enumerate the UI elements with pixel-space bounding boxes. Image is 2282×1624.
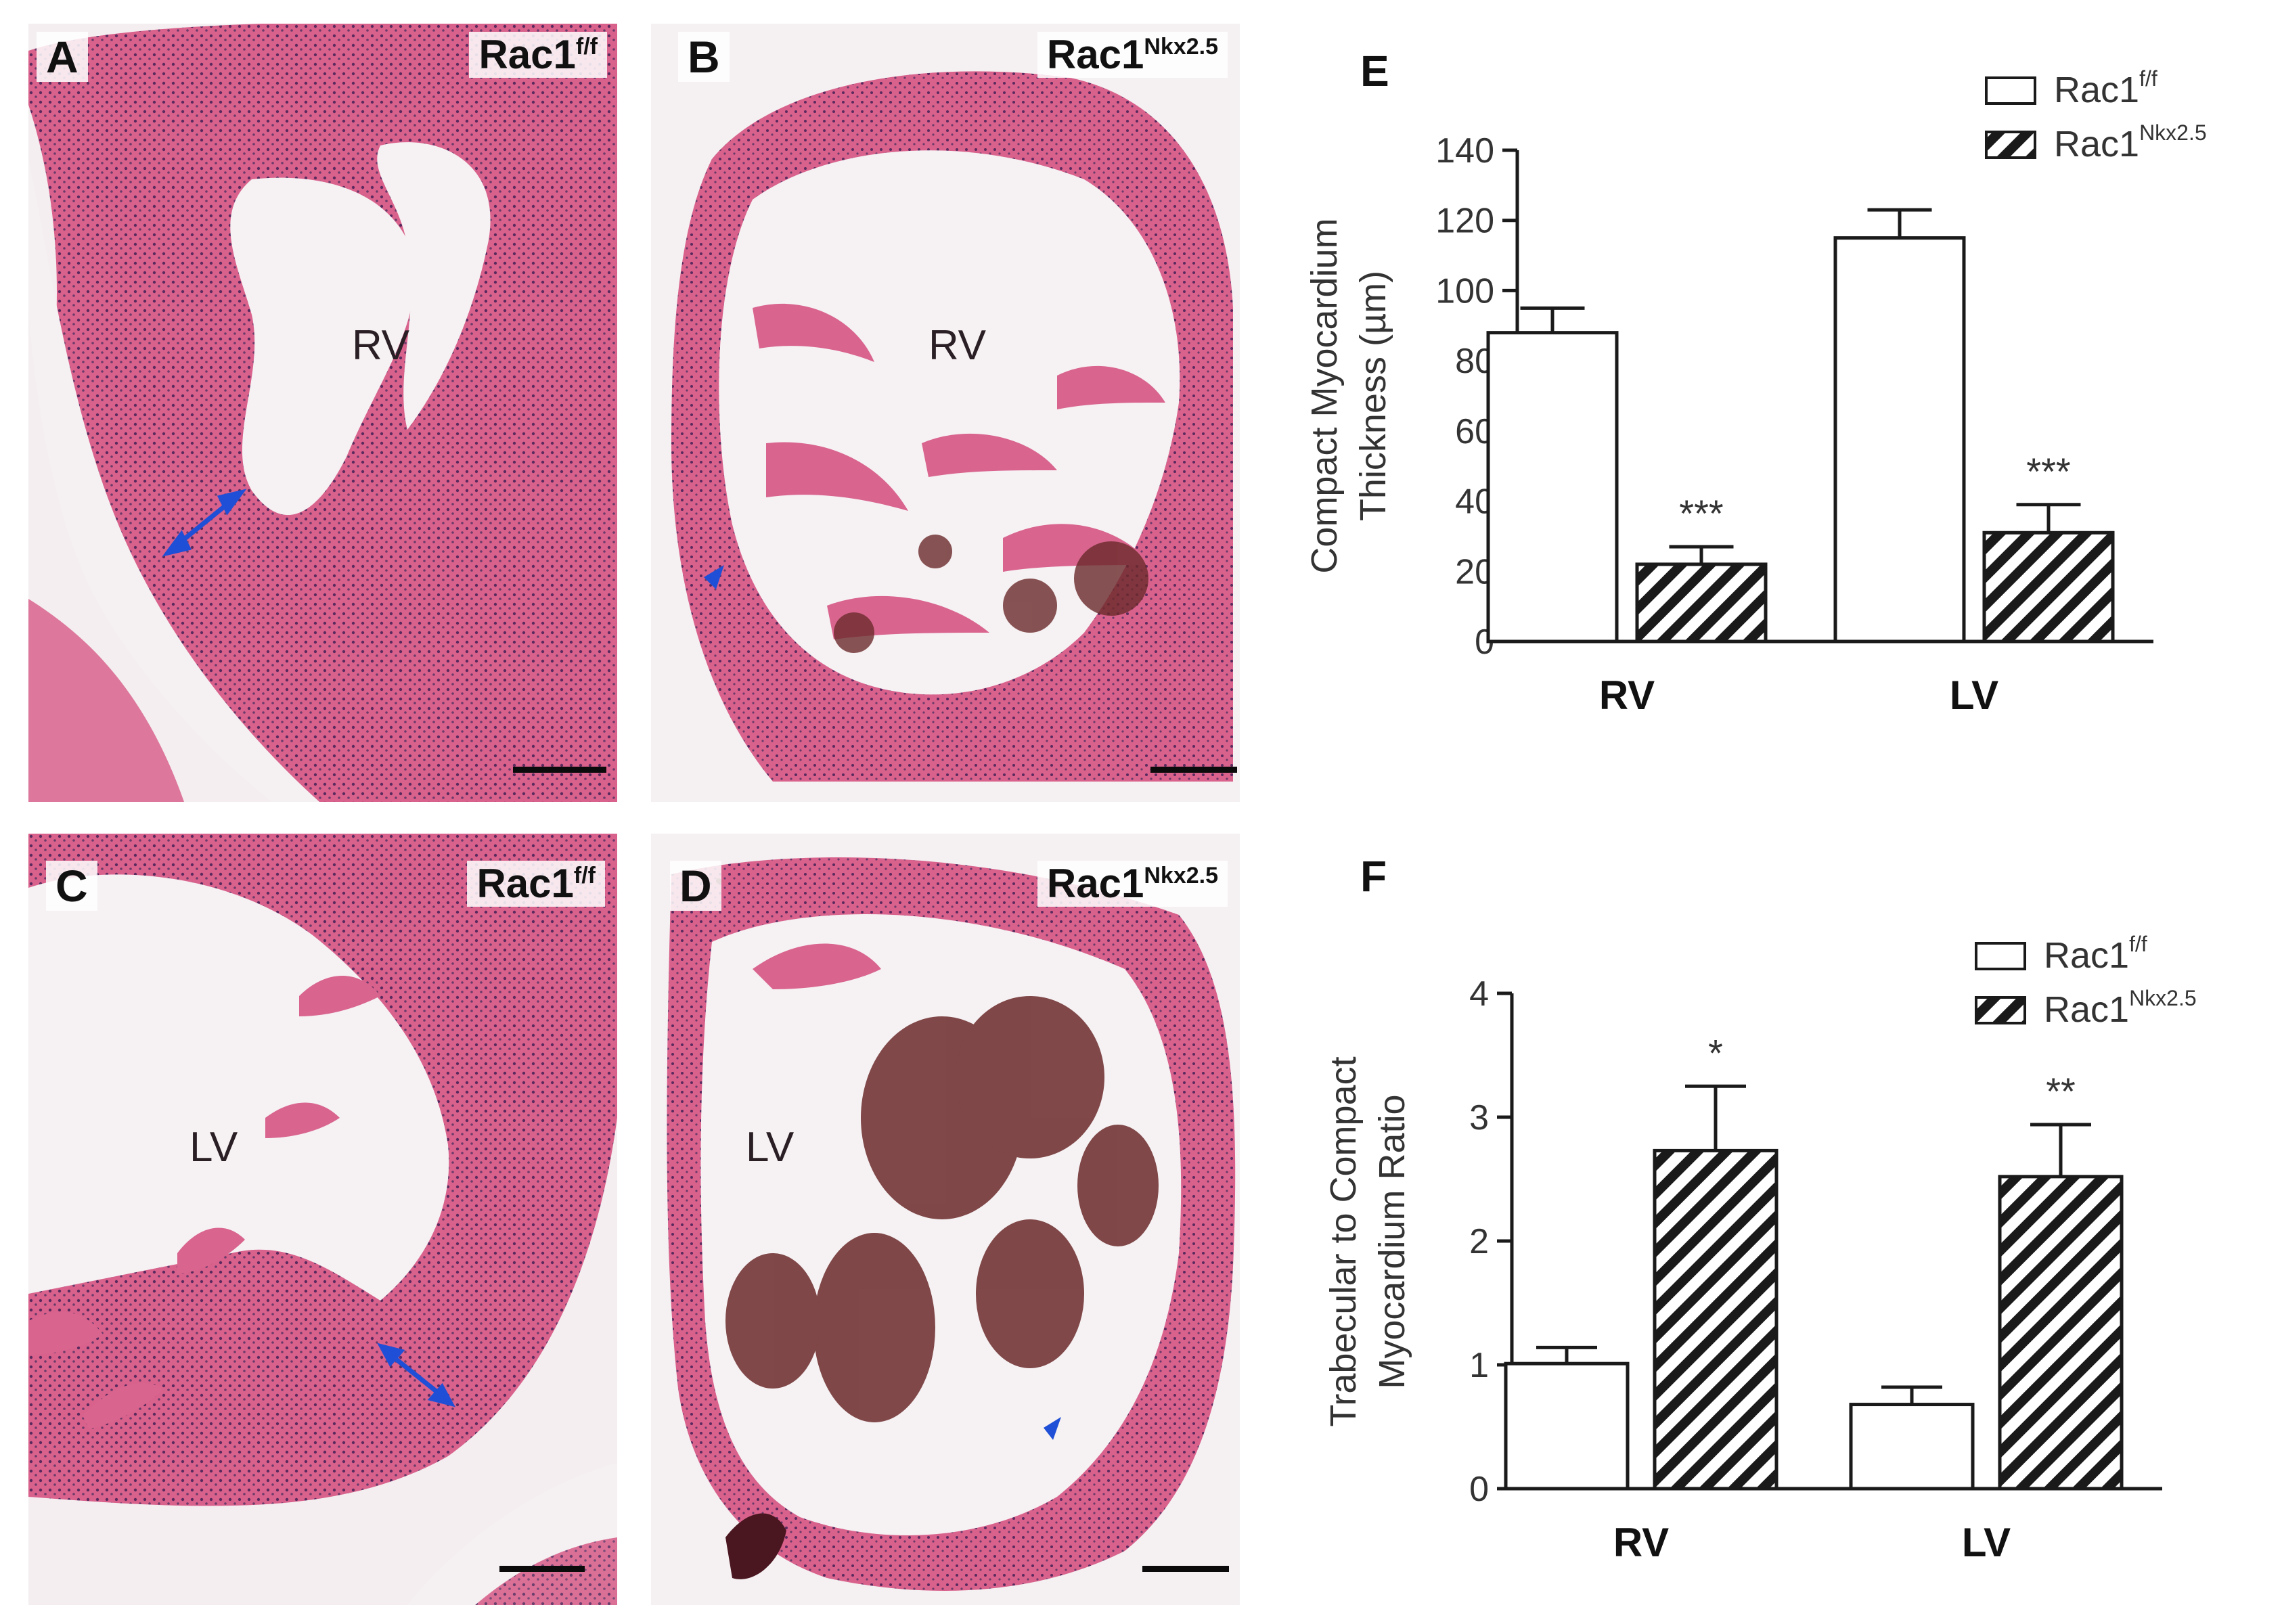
legend-swatch (1975, 996, 2026, 1024)
chamber-label-rv: RV (929, 322, 987, 369)
legend-swatch (1975, 942, 2026, 970)
legend-label: Rac1Nkx2.5 (2054, 120, 2207, 164)
y-tick-label: 0 (1469, 1470, 1489, 1509)
x-category-label: LV (1950, 673, 1998, 718)
scale-bar (1150, 767, 1237, 773)
scale-bar (499, 1566, 585, 1572)
he-stained-tissue-image (651, 24, 1240, 802)
legend-label: Rac1f/f (2044, 932, 2147, 976)
he-stained-tissue-image (651, 834, 1240, 1605)
significance-label: *** (2026, 450, 2070, 493)
y-tick-label: 120 (1435, 202, 1494, 241)
he-stained-tissue-image (28, 24, 617, 802)
y-axis-label: Compact Myocardium (1304, 218, 1345, 573)
significance-label: *** (1679, 492, 1723, 535)
x-category-label: RV (1613, 1520, 1669, 1565)
y-tick-label: 100 (1435, 271, 1494, 311)
bar (1982, 531, 2115, 644)
y-tick-label: 1 (1469, 1346, 1489, 1385)
bar (1635, 562, 1768, 644)
bar (1486, 331, 1619, 644)
y-tick-label: 3 (1469, 1098, 1489, 1137)
genotype-label-c: Rac1f/f (467, 861, 605, 907)
bar (1849, 1403, 1975, 1491)
micrograph-panel-a: A Rac1f/f RV (28, 24, 617, 802)
y-axis-label: Myocardium Ratio (1372, 1094, 1412, 1389)
chamber-label-lv: LV (189, 1124, 238, 1171)
micrograph-panel-d: D Rac1Nkx2.5 LV (651, 834, 1240, 1605)
legend-swatch (1985, 76, 2036, 105)
x-category-label: RV (1599, 673, 1655, 718)
x-category-label: LV (1962, 1520, 2011, 1565)
bar (1998, 1175, 2124, 1491)
panel-letter-d: D (670, 861, 721, 911)
genotype-label-d: Rac1Nkx2.5 (1037, 861, 1228, 907)
significance-label: * (1708, 1031, 1723, 1074)
y-axis-label: Thickness (µm) (1353, 271, 1393, 521)
y-tick-label: 4 (1469, 974, 1489, 1014)
bar (1653, 1148, 1778, 1491)
y-tick-label: 140 (1435, 131, 1494, 171)
genotype-label-a: Rac1f/f (469, 32, 607, 78)
legend-swatch (1985, 131, 2036, 159)
scale-bar (1142, 1566, 1229, 1572)
chart-f-trabecular-ratio: 0 1 2 3 4 Trabecular to Compact Myocardium Rat… (1323, 932, 2197, 1565)
panel-letter-a: A (37, 32, 88, 82)
scale-bar (513, 767, 606, 773)
micrograph-panel-b: B Rac1Nkx2.5 RV (651, 24, 1240, 802)
micrograph-panel-c: C Rac1f/f LV (28, 834, 617, 1605)
significance-label: ** (2046, 1070, 2076, 1112)
bar (1504, 1361, 1630, 1491)
chamber-label-lv: LV (746, 1124, 795, 1171)
panel-letter-f: F (1360, 852, 1387, 901)
genotype-label-b: Rac1Nkx2.5 (1037, 32, 1228, 78)
legend-label: Rac1Nkx2.5 (2044, 986, 2197, 1030)
chamber-label-rv: RV (352, 322, 410, 369)
panel-letter-b: B (678, 32, 730, 82)
panel-letter-e: E (1360, 47, 1389, 95)
y-tick-label: 2 (1469, 1222, 1489, 1261)
y-axis-label: Trabecular to Compact (1323, 1056, 1364, 1426)
he-stained-tissue-image (28, 834, 617, 1605)
bar (1833, 236, 1966, 644)
panel-letter-c: C (46, 861, 97, 911)
legend-label: Rac1f/f (2054, 66, 2157, 110)
